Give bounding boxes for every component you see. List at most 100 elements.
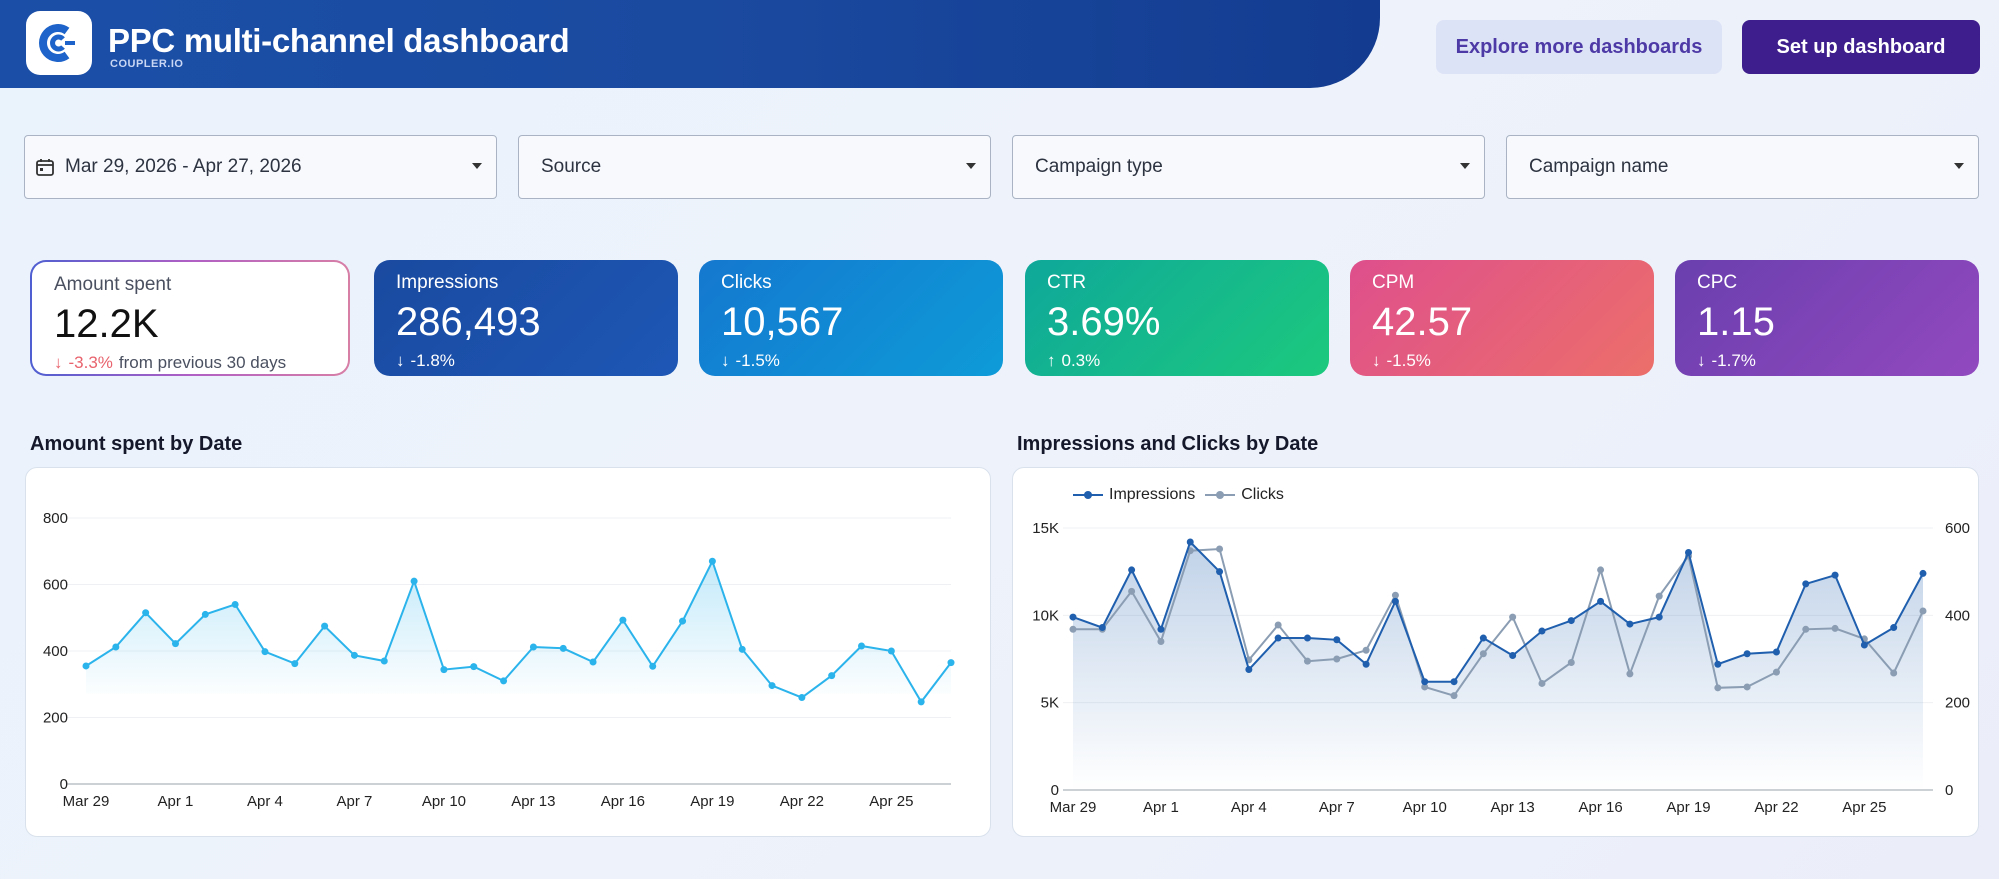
data-point-clicks: [1831, 624, 1839, 632]
x-tick-label: Apr 1: [1143, 799, 1179, 816]
data-point-impressions: [1421, 678, 1429, 686]
chevron-down-icon: [472, 163, 482, 169]
kpi-label: Amount spent: [54, 274, 172, 295]
x-tick-label: Mar 29: [1050, 799, 1097, 816]
arrow-down-icon: ↓: [1372, 351, 1381, 370]
campaign-type-filter-label: Campaign type: [1035, 156, 1163, 177]
x-tick-label: Mar 29: [63, 793, 110, 810]
x-tick-label: Apr 1: [158, 793, 194, 810]
source-filter-label: Source: [541, 156, 602, 177]
chevron-down-icon: [1954, 163, 1964, 169]
data-point-impressions: [1567, 617, 1575, 625]
campaign-name-filter[interactable]: Campaign name: [1506, 135, 1979, 199]
brand-subtitle: COUPLER.IO: [110, 58, 184, 70]
data-point: [82, 662, 90, 670]
data-point-impressions: [1655, 613, 1663, 621]
data-point-clicks: [1919, 607, 1927, 615]
data-point-impressions: [1186, 538, 1194, 546]
y-tick-label: 800: [43, 510, 68, 527]
data-point: [410, 577, 418, 585]
data-point-clicks: [1274, 621, 1282, 629]
data-point: [768, 682, 776, 690]
data-point-impressions: [1157, 625, 1165, 633]
data-point-impressions: [1597, 597, 1605, 605]
coupler-logo-icon: [39, 24, 75, 62]
data-point: [440, 666, 448, 674]
arrow-up-icon: ↑: [1047, 351, 1056, 370]
chevron-down-icon: [1460, 163, 1470, 169]
kpi-label: CTR: [1047, 272, 1087, 293]
x-tick-label: Apr 4: [247, 793, 283, 810]
chart-legend: Impressions Clicks: [1073, 486, 1284, 504]
imp-clicks-chart-title: Impressions and Clicks by Date: [1017, 433, 1319, 455]
x-tick-label: Apr 25: [869, 793, 913, 810]
y-left-tick-label: 10K: [1032, 607, 1059, 624]
data-point-clicks: [1597, 566, 1605, 574]
legend-clicks[interactable]: Clicks: [1205, 486, 1284, 504]
x-tick-label: Apr 13: [511, 793, 555, 810]
data-point-clicks: [1303, 657, 1311, 665]
kpi-clicks: Clicks 10,567 ↓ -1.5%: [699, 260, 1003, 376]
kpi-cpc: CPC 1.15 ↓ -1.7%: [1675, 260, 1979, 376]
y-left-tick-label: 0: [1051, 782, 1059, 799]
y-tick-label: 400: [43, 643, 68, 660]
campaign-name-filter-label: Campaign name: [1529, 156, 1669, 177]
kpi-amount-spent: Amount spent 12.2K ↓ -3.3% from previous…: [30, 260, 350, 376]
data-point-clicks: [1890, 669, 1898, 677]
data-point: [529, 643, 537, 651]
data-point-impressions: [1098, 624, 1106, 632]
x-tick-label: Apr 13: [1491, 799, 1535, 816]
x-tick-label: Apr 25: [1842, 799, 1886, 816]
data-point-clicks: [1538, 679, 1546, 687]
imp-clicks-chart-card: 0 5K 10K 15K 0 200 400 600 Mar 29 Apr 1 Apr 4 Apr 7…: [1012, 467, 1979, 837]
data-point-clicks: [1655, 592, 1663, 600]
data-point: [470, 663, 478, 671]
data-point-clicks: [1069, 625, 1077, 633]
data-point-impressions: [1919, 569, 1927, 577]
data-point-impressions: [1128, 566, 1136, 574]
data-point: [500, 677, 508, 685]
data-point-impressions: [1772, 648, 1780, 656]
legend-impressions[interactable]: Impressions: [1073, 486, 1195, 504]
arrow-down-icon: ↓: [396, 351, 405, 370]
data-point: [559, 644, 567, 652]
data-point-impressions: [1538, 627, 1546, 635]
kpi-value: 3.69%: [1047, 300, 1161, 344]
x-tick-label: Apr 4: [1231, 799, 1267, 816]
data-point: [708, 557, 716, 565]
legend-clicks-label: Clicks: [1241, 486, 1284, 503]
kpi-delta-value: -1.7%: [1711, 351, 1756, 370]
data-point-impressions: [1391, 597, 1399, 605]
kpi-label: Impressions: [396, 272, 499, 293]
data-point: [231, 600, 239, 608]
date-range-filter[interactable]: Mar 29, 2026 - Apr 27, 2026: [24, 135, 497, 199]
x-tick-label: Apr 10: [422, 793, 466, 810]
source-filter[interactable]: Source: [518, 135, 991, 199]
y-right-tick-label: 600: [1945, 520, 1970, 537]
data-point-impressions: [1274, 634, 1282, 642]
arrow-down-icon: ↓: [1697, 351, 1706, 370]
area-fill: [86, 561, 951, 702]
campaign-type-filter[interactable]: Campaign type: [1012, 135, 1485, 199]
x-tick-label: Apr 19: [690, 793, 734, 810]
kpi-value: 42.57: [1372, 300, 1473, 344]
data-point: [291, 660, 299, 668]
kpi-delta-value: -1.5%: [735, 351, 780, 370]
data-point: [619, 616, 627, 624]
kpi-value: 10,567: [721, 300, 844, 344]
spent-chart: 0 200 400 600 800 Mar 29 Apr 1 Apr 4 Apr 7 Apr 10…: [43, 510, 955, 810]
data-point-clicks: [1333, 655, 1341, 663]
data-point: [798, 694, 806, 702]
setup-dashboard-button[interactable]: Set up dashboard: [1742, 20, 1980, 74]
data-point: [828, 672, 836, 680]
data-point-impressions: [1245, 665, 1253, 673]
data-point-impressions: [1303, 634, 1311, 642]
data-point-impressions: [1509, 652, 1517, 660]
coupler-logo[interactable]: [26, 11, 92, 75]
explore-dashboards-button[interactable]: Explore more dashboards: [1436, 20, 1722, 74]
data-point-impressions: [1333, 636, 1341, 644]
data-point-clicks: [1421, 683, 1429, 691]
y-left-tick-label: 15K: [1032, 520, 1059, 537]
data-point: [380, 657, 388, 665]
data-point-clicks: [1567, 658, 1575, 666]
